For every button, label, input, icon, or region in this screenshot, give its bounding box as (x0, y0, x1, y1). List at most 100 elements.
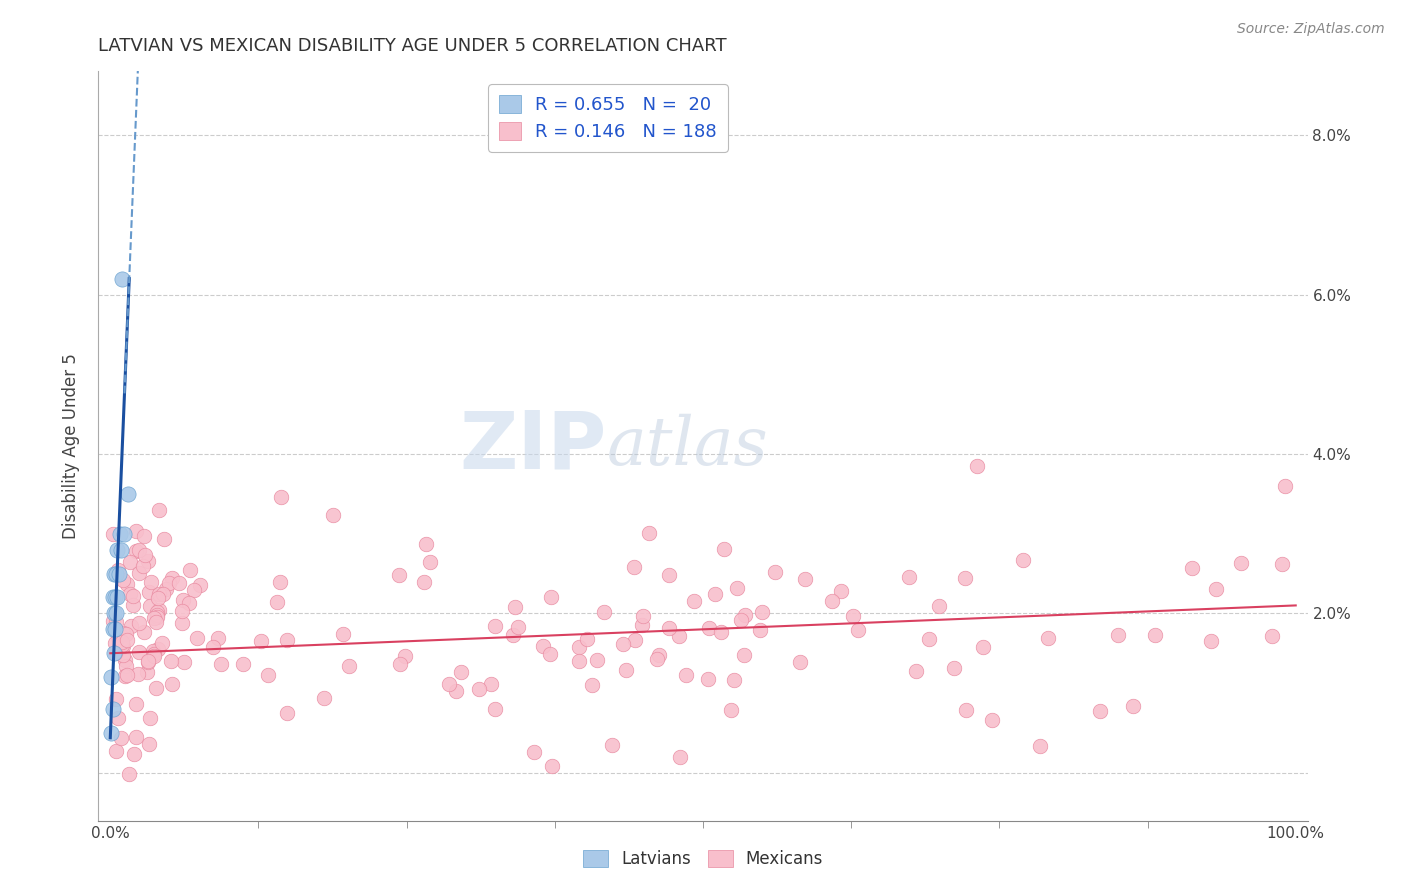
Point (669, 749, 692, 764)
Point (155, 582, 177, 596)
Point (953, 571, 976, 585)
Point (468, 681, 491, 696)
Point (146, 607, 169, 622)
Point (972, 640, 994, 654)
Point (143, 611, 166, 625)
Point (114, 669, 136, 683)
Point (1122, 699, 1144, 714)
Point (172, 593, 194, 607)
Point (118, 767, 141, 781)
Point (114, 526, 136, 541)
Point (188, 578, 211, 592)
Point (105, 566, 128, 581)
Legend: R = 0.655   N =  20, R = 0.146   N = 188: R = 0.655 N = 20, R = 0.146 N = 188 (488, 84, 728, 152)
Point (101, 702, 124, 716)
Point (276, 706, 298, 720)
Point (658, 568, 681, 582)
Point (751, 606, 773, 620)
Point (100, 726, 122, 740)
Point (337, 658, 360, 673)
Point (128, 615, 150, 630)
Point (100, 670, 122, 684)
Point (134, 625, 156, 640)
Point (112, 626, 135, 640)
Point (105, 744, 128, 758)
Point (723, 673, 745, 687)
Legend: Latvians, Mexicans: Latvians, Mexicans (576, 843, 830, 875)
Point (1143, 628, 1166, 642)
Point (107, 563, 129, 577)
Point (160, 655, 183, 669)
Point (105, 615, 128, 629)
Point (153, 532, 176, 546)
Point (821, 594, 844, 608)
Point (117, 577, 139, 591)
Text: Source: ZipAtlas.com: Source: ZipAtlas.com (1237, 22, 1385, 37)
Point (266, 595, 288, 609)
Point (312, 690, 335, 705)
Point (139, 599, 162, 613)
Y-axis label: Disability Age Under 5: Disability Age Under 5 (62, 353, 80, 539)
Point (1201, 634, 1223, 648)
Point (830, 584, 852, 599)
Point (612, 637, 634, 651)
Point (623, 559, 645, 574)
Point (484, 702, 506, 716)
Point (531, 639, 554, 653)
Point (142, 649, 165, 664)
Point (538, 647, 561, 661)
Point (103, 566, 125, 581)
Point (142, 647, 165, 661)
Point (1038, 632, 1060, 646)
Point (1181, 561, 1204, 575)
Point (725, 581, 748, 595)
Point (638, 526, 661, 541)
Point (148, 503, 170, 517)
Point (115, 659, 138, 673)
Point (146, 591, 169, 606)
Point (146, 605, 169, 619)
Point (114, 653, 136, 667)
Point (122, 747, 145, 761)
Point (139, 711, 162, 725)
Point (160, 677, 183, 691)
Point (648, 648, 671, 662)
Point (437, 677, 460, 691)
Point (145, 615, 167, 629)
Point (730, 614, 752, 628)
Point (104, 623, 127, 637)
Point (1261, 629, 1284, 643)
Point (118, 587, 141, 601)
Point (101, 614, 124, 628)
Point (943, 661, 966, 675)
Point (101, 623, 124, 637)
Point (105, 542, 128, 557)
Point (568, 640, 591, 655)
Point (928, 599, 950, 614)
Point (104, 691, 127, 706)
Point (581, 678, 603, 692)
Point (148, 641, 170, 656)
Point (412, 574, 434, 589)
Point (101, 591, 124, 605)
Point (1205, 582, 1227, 596)
Point (444, 683, 467, 698)
Point (104, 591, 127, 605)
Point (389, 657, 412, 672)
Point (110, 632, 132, 647)
Point (111, 271, 134, 285)
Point (733, 648, 755, 662)
Point (103, 607, 125, 621)
Point (148, 603, 170, 617)
Point (157, 575, 180, 590)
Point (955, 702, 977, 716)
Point (111, 638, 134, 652)
Point (173, 655, 195, 669)
Point (232, 657, 254, 671)
Point (276, 632, 298, 647)
Point (170, 604, 193, 618)
Point (177, 596, 200, 610)
Point (1029, 739, 1052, 753)
Point (734, 607, 756, 622)
Point (450, 665, 472, 680)
